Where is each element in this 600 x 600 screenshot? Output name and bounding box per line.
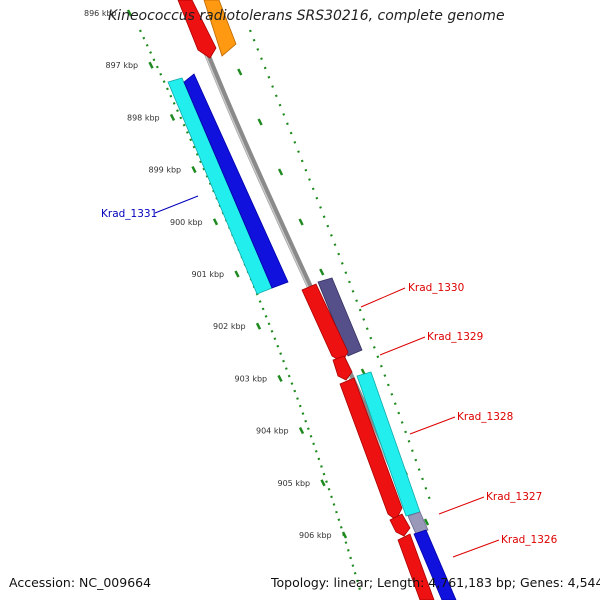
tick-label-901: 901 kbp — [192, 270, 225, 279]
inner-tick-900 — [298, 218, 304, 226]
tick-label-899: 899 kbp — [149, 166, 182, 175]
gene-krad-1326-blue[interactable] — [413, 529, 457, 600]
tick-label-904: 904 kbp — [256, 427, 289, 436]
gene-krad-1331-blue[interactable] — [183, 73, 289, 289]
outer-tick-901 — [234, 270, 240, 278]
leader-krad-1327 — [438, 496, 485, 515]
gene-red-top[interactable] — [177, 0, 217, 59]
gene-krad-1329[interactable] — [332, 355, 353, 381]
outer-tick-896 — [126, 9, 133, 17]
gene-krad-1326-red[interactable] — [397, 533, 435, 600]
tick-label-906: 906 kbp — [299, 531, 332, 540]
tick-label-896: 896 kbp — [84, 9, 117, 18]
inner-tick-906 — [423, 518, 430, 526]
gene-label-krad-1329[interactable]: Krad_1329 — [427, 331, 483, 343]
gene-krad-1327-red[interactable] — [389, 513, 411, 537]
leader-krad-1331 — [154, 195, 199, 214]
genome-title: Kineococcus radiotolerans SRS30216, comp… — [108, 8, 505, 24]
gene-orange-top[interactable] — [203, 0, 237, 57]
gene-label-krad-1327[interactable]: Krad_1327 — [486, 491, 542, 503]
gene-label-krad-1328[interactable]: Krad_1328 — [457, 411, 513, 423]
inner-tick-901 — [319, 268, 325, 276]
tick-label-903: 903 kbp — [235, 374, 268, 383]
tick-label-905: 905 kbp — [278, 479, 311, 488]
accession-label: Accession: NC_009664 — [9, 575, 152, 590]
ruler-tick-labels: 896 kbp 897 kbp 898 kbp 899 kbp 900 kbp 901 k… — [84, 9, 332, 540]
leader-krad-1330 — [360, 287, 406, 308]
outer-tick-898 — [169, 113, 176, 121]
gene-krad-1327-gray[interactable] — [407, 511, 429, 535]
gene-krad-1330-red[interactable] — [301, 283, 349, 363]
ruler-outer-dotted-track — [139, 29, 362, 591]
gene-label-krad-1326[interactable]: Krad_1326 — [501, 534, 558, 546]
gene-label-krad-1331[interactable]: Krad_1331 — [101, 208, 157, 220]
gene-krad-1328-red[interactable] — [339, 377, 403, 521]
outer-tick-906 — [341, 531, 348, 539]
outer-tick-905 — [320, 479, 326, 487]
inner-tick-898 — [257, 118, 263, 126]
tick-label-897: 897 kbp — [106, 61, 139, 70]
outer-tick-903 — [277, 374, 283, 382]
leader-krad-1326 — [452, 539, 500, 558]
inner-tick-899 — [277, 168, 284, 176]
outer-tick-902 — [255, 322, 262, 330]
inner-tick-897 — [237, 68, 243, 76]
genome-summary: Topology: linear; Length: 4,761,183 bp; … — [271, 575, 600, 590]
leader-krad-1328 — [409, 416, 456, 435]
gene-krad-1331-cyan[interactable] — [167, 77, 273, 295]
leader-krad-1329 — [379, 336, 426, 356]
tick-label-902: 902 kbp — [213, 322, 246, 331]
outer-tick-900 — [212, 218, 219, 226]
outer-tick-904 — [298, 427, 305, 435]
outer-tick-897 — [148, 61, 154, 69]
tick-label-900: 900 kbp — [170, 218, 203, 227]
ruler-outer-ticks — [126, 9, 348, 539]
tick-label-898: 898 kbp — [127, 113, 160, 122]
gene-label-krad-1330[interactable]: Krad_1330 — [408, 282, 464, 294]
outer-tick-899 — [191, 166, 197, 174]
